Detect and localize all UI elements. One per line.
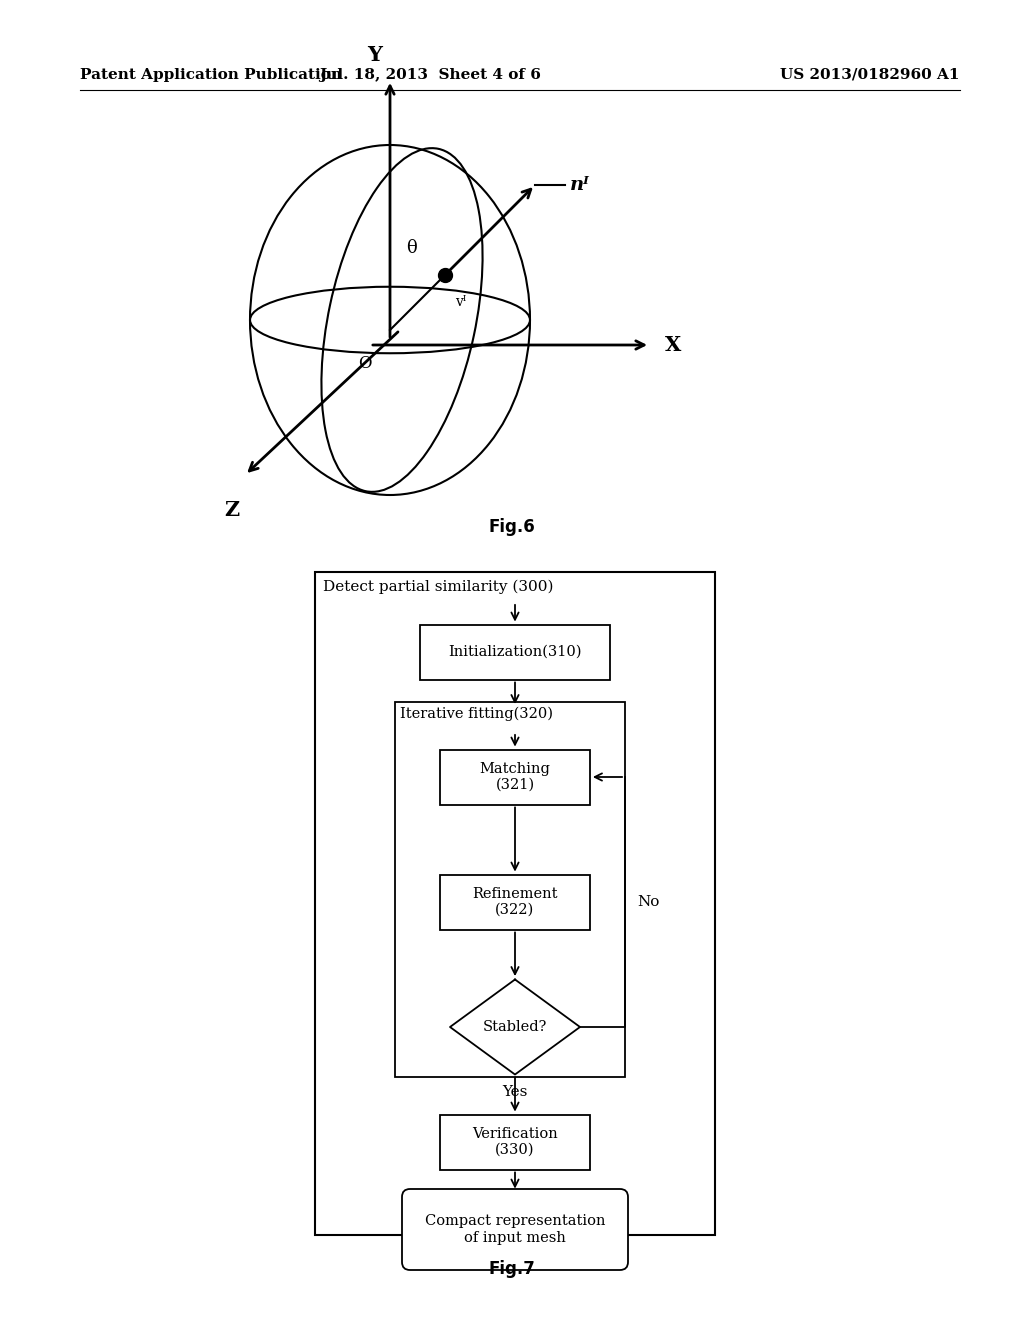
Bar (440, 750, 590, 804)
Text: θ: θ (407, 239, 417, 257)
Text: Refinement
(322): Refinement (322) (472, 887, 558, 917)
Text: Jul. 18, 2013  Sheet 4 of 6: Jul. 18, 2013 Sheet 4 of 6 (319, 69, 541, 82)
Text: US 2013/0182960 A1: US 2013/0182960 A1 (780, 69, 961, 82)
FancyBboxPatch shape (402, 1189, 628, 1270)
Text: Verification
(330): Verification (330) (472, 1127, 558, 1158)
Text: Patent Application Publication: Patent Application Publication (80, 69, 342, 82)
Text: Y: Y (367, 45, 382, 65)
Text: X: X (665, 335, 681, 355)
Bar (395, 702, 625, 1077)
Text: Compact representation
of input mesh: Compact representation of input mesh (425, 1214, 605, 1245)
Text: Stabled?: Stabled? (482, 1020, 547, 1034)
Bar (315, 572, 715, 1236)
Text: O: O (358, 355, 372, 372)
Text: Iterative fitting(320): Iterative fitting(320) (400, 708, 553, 722)
Text: Fig.6: Fig.6 (488, 517, 536, 536)
Bar (420, 624, 610, 680)
Text: Matching
(321): Matching (321) (479, 762, 551, 792)
Bar (440, 1114, 590, 1170)
Text: No: No (637, 895, 659, 909)
Text: Yes: Yes (503, 1085, 527, 1098)
Text: Z: Z (224, 500, 240, 520)
Bar (440, 874, 590, 929)
Text: Fig.7: Fig.7 (488, 1261, 536, 1278)
Text: Initialization(310): Initialization(310) (449, 645, 582, 659)
Polygon shape (450, 979, 580, 1074)
Text: vᴵ: vᴵ (455, 294, 466, 309)
Text: Detect partial similarity (300): Detect partial similarity (300) (323, 579, 554, 594)
Text: nᴵ: nᴵ (570, 176, 590, 194)
